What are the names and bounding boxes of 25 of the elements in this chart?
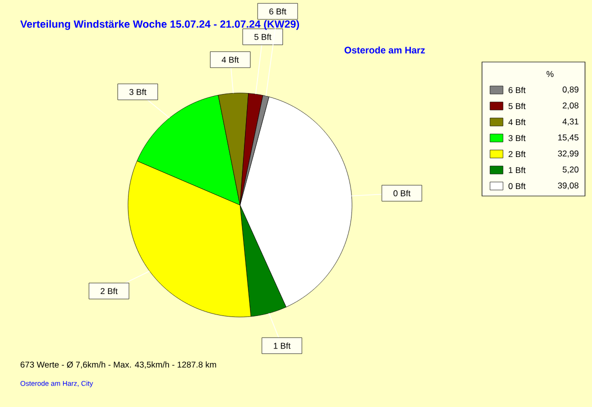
- legend-label: 2 Bft: [508, 150, 526, 158]
- text: Osterode am Harz: [344, 46, 425, 54]
- slice-label: 5 Bft: [254, 34, 272, 40]
- text: Verteilung Windstärke Woche 15.07.24 - 21.07.24 (KW29): [20, 20, 300, 30]
- data-label: 0,89: [562, 86, 578, 94]
- slice-label: 6 Bft: [269, 8, 286, 14]
- data-label: 5,20: [562, 166, 578, 174]
- data-label: 39,08: [558, 182, 578, 190]
- legend-label: 1 Bft: [508, 166, 526, 174]
- data-label: 2,08: [562, 102, 578, 110]
- slice-label: 3 Bft: [129, 88, 146, 95]
- legend-label: 3 Bft: [508, 134, 526, 142]
- data-label: 15,45: [558, 134, 578, 142]
- legend-label: 6 Bft: [508, 86, 526, 94]
- legend-label: 5 Bft: [508, 102, 526, 110]
- legend-label: 4 Bft: [508, 118, 526, 126]
- data-label: 32,99: [558, 150, 578, 158]
- slice-label: 1 Bft: [274, 342, 291, 349]
- legend-label: 0 Bft: [508, 182, 526, 190]
- legend-title: %: [546, 71, 554, 77]
- slice-label: 0 Bft: [393, 190, 411, 196]
- text: 673 Werte - Ø 7,6km/h - Max. 43,5km/h - 1287.8 km: [20, 361, 216, 369]
- slice-label: 4 Bft: [222, 56, 239, 63]
- slice-label: 2 Bft: [100, 288, 118, 294]
- data-label: 4,31: [562, 118, 578, 126]
